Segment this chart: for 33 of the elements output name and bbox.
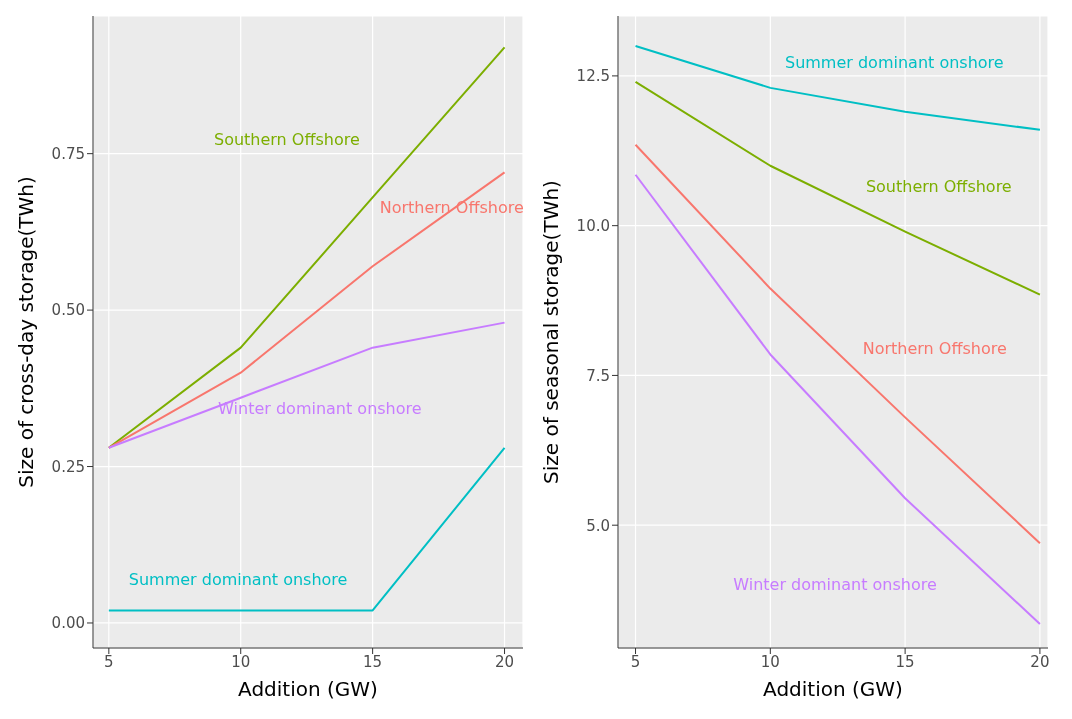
series-label: Summer dominant onshore <box>128 569 348 589</box>
y-tick-label: 5.0 <box>586 516 610 535</box>
y-tick-label: 12.5 <box>576 67 610 86</box>
y-axis-title: Size of seasonal storage(TWh) <box>539 180 564 484</box>
y-tick-label: 0.00 <box>51 614 85 633</box>
series-label: Northern Offshore <box>862 338 1007 358</box>
series-label: Summer dominant onshore <box>785 52 1004 72</box>
series-label: Northern Offshore <box>379 197 524 217</box>
x-axis-title: Addition (GW) <box>238 677 378 701</box>
text: Winter dominant onshore <box>733 574 937 594</box>
x-tick-label: 5 <box>104 652 114 671</box>
x-tick-label: 5 <box>630 652 641 671</box>
x-tick-label: 15 <box>363 652 383 671</box>
y-axis-title: Size of cross-day storage(TWh) <box>14 176 39 488</box>
y-tick-label: 0.25 <box>51 457 85 476</box>
x-axis-title: Addition (GW) <box>763 677 903 701</box>
line-series <box>634 80 1041 296</box>
x-tick-label: 20 <box>494 652 515 671</box>
line-series <box>107 321 506 449</box>
x-tick-label: 15 <box>895 652 915 671</box>
x-tick-label: 10 <box>231 652 251 671</box>
x-tick-label: 20 <box>1030 652 1050 671</box>
line-series <box>634 44 1041 131</box>
text: Southern Offshore <box>213 129 360 149</box>
line-series <box>634 143 1041 545</box>
series-label: Winter dominant onshore <box>218 399 422 419</box>
line-series <box>634 173 1041 626</box>
y-tick-label: 7.5 <box>586 366 610 385</box>
series-label: Southern Offshore <box>865 176 1012 196</box>
y-tick-label: 0.75 <box>51 144 85 163</box>
y-tick-label: 0.50 <box>51 301 85 320</box>
x-tick-label: 10 <box>760 652 780 671</box>
y-tick-label: 10.0 <box>576 216 610 235</box>
